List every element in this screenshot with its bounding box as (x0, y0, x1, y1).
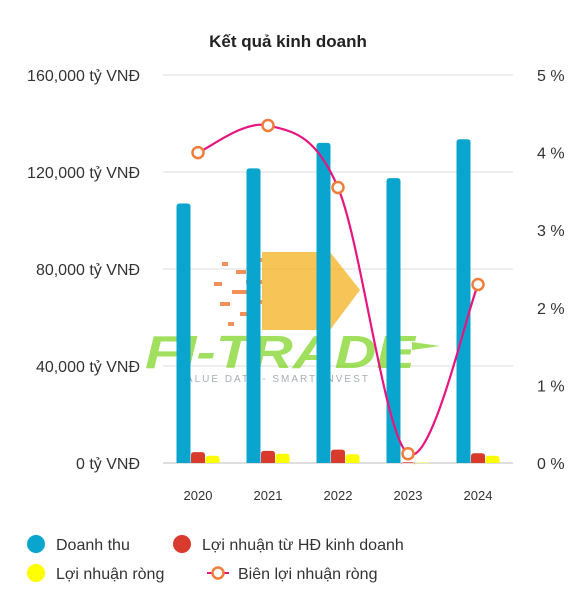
x-tick-label: 2020 (184, 488, 213, 503)
bar-doanh-thu (176, 203, 191, 463)
y-right-tick-label: 4 % (537, 146, 565, 163)
y-right-tick-label: 1 % (537, 378, 565, 395)
x-tick-label: 2022 (324, 488, 353, 503)
bar-doanh-thu (386, 178, 401, 463)
chart-title: Kết quả kinh doanh (209, 32, 367, 51)
net-margin-line (191, 118, 485, 461)
net-margin-point (471, 277, 485, 292)
legend-label: Lợi nhuận từ HĐ kinh doanh (202, 537, 404, 554)
axes: 0 tỷ VNĐ 40,000 tỷ VNĐ 80,000 tỷ VNĐ 120,00… (27, 68, 565, 503)
legend-dot-marker (27, 535, 45, 553)
bar-lợi-nhuận-ròng (205, 455, 220, 463)
y-left-tick-label: 160,000 tỷ VNĐ (27, 68, 140, 85)
x-tick-label: 2024 (464, 488, 493, 503)
x-tick-label: 2021 (254, 488, 283, 503)
y-right-tick-label: 0 % (537, 456, 565, 473)
net-margin-point (401, 446, 415, 461)
y-left-tick-label: 0 tỷ VNĐ (76, 456, 140, 473)
y-left-tick-label: 120,000 tỷ VNĐ (27, 165, 140, 182)
bar-lợi-nhuận-từ-hđ-kinh-doanh (331, 449, 345, 463)
net-margin-point (331, 180, 345, 195)
bar-doanh-thu (246, 168, 261, 464)
legend-dot-marker (27, 564, 45, 582)
legend-circle-marker (211, 566, 225, 580)
y-right-tick-label: 2 % (537, 301, 565, 318)
watermark-tagline: VALUE DATA - SMART INVEST (178, 374, 370, 385)
y-left-tick-label: 40,000 tỷ VNĐ (36, 359, 140, 376)
net-margin-point (261, 118, 275, 133)
legend-label: Doanh thu (56, 537, 130, 554)
legend-label: Biên lợi nhuận ròng (238, 566, 377, 583)
y-right-tick-label: 5 % (537, 68, 565, 85)
y-right-tick-label: 3 % (537, 223, 565, 240)
net-margin-point (191, 145, 205, 160)
bar-lợi-nhuận-từ-hđ-kinh-doanh (261, 450, 275, 463)
bar-lợi-nhuận-ròng (485, 455, 500, 463)
bar-lợi-nhuận-ròng (275, 453, 290, 463)
bars (176, 139, 500, 466)
bar-lợi-nhuận-từ-hđ-kinh-doanh (191, 452, 205, 463)
bar-doanh-thu (316, 142, 331, 463)
bar-doanh-thu (456, 139, 471, 463)
legend-label: Lợi nhuận ròng (56, 566, 164, 583)
x-tick-label: 2023 (394, 488, 423, 503)
bar-lợi-nhuận-ròng (415, 462, 430, 466)
watermark-logo-arrow-icon (412, 342, 440, 350)
legend-dot-marker (173, 535, 191, 553)
y-left-tick-label: 80,000 tỷ VNĐ (36, 262, 140, 279)
watermark-arrow-icon (214, 252, 360, 330)
bar-lợi-nhuận-từ-hđ-kinh-doanh (401, 462, 415, 466)
bar-lợi-nhuận-ròng (345, 454, 360, 463)
legend: Doanh thu Lợi nhuận từ HĐ kinh doanh Lợi n… (27, 535, 404, 583)
bar-lợi-nhuận-từ-hđ-kinh-doanh (471, 453, 485, 463)
